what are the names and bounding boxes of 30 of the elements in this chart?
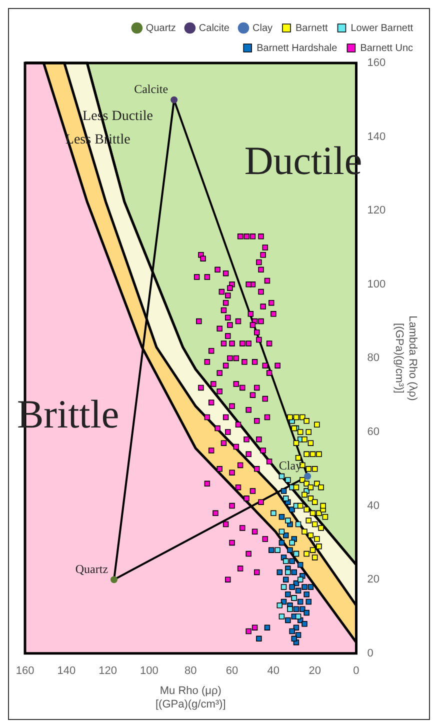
annotation: Clay (278, 458, 302, 472)
y-axis-title: Lambda Rho (λρ) [(GPa)(g/cm³)] (393, 316, 418, 401)
x-tick-label: 80 (184, 665, 197, 678)
x-tick-label: 60 (226, 665, 238, 678)
legend-label: Barnett (296, 22, 328, 34)
y-tick-label: 0 (367, 647, 374, 660)
legend-label: Quartz (146, 22, 176, 34)
annotation: Calcite (134, 82, 168, 96)
x-tick-label: 140 (57, 665, 76, 678)
x-axis-title: Mu Rho (μρ) [(GPa)(g/cm³)] (155, 685, 226, 710)
legend-label: Lower Barnett (350, 22, 414, 34)
legend-label: Barnett Hardshale (256, 42, 338, 54)
x-tick-label: 120 (98, 665, 117, 678)
y-tick-label: 60 (367, 426, 380, 438)
y-tick-label: 120 (367, 204, 386, 217)
x-tick-label: 160 (16, 665, 34, 678)
legend-label: Calcite (198, 22, 230, 34)
x-tick-label: 100 (140, 665, 158, 678)
annotation: Quartz (75, 562, 108, 576)
x-tick-label: 40 (267, 665, 280, 678)
y-tick-label: 80 (367, 352, 380, 364)
x-tick-label: 20 (308, 665, 321, 678)
x-tick-label: 0 (353, 665, 360, 678)
legend-label: Barnett Unc (360, 42, 414, 54)
y-tick-label: 140 (367, 130, 386, 143)
y-tick-label: 40 (367, 500, 380, 512)
legend-label: Clay (252, 22, 273, 34)
y-tick-label: 100 (367, 278, 386, 290)
y-tick-label: 160 (367, 57, 386, 70)
y-tick-label: 20 (367, 574, 380, 586)
